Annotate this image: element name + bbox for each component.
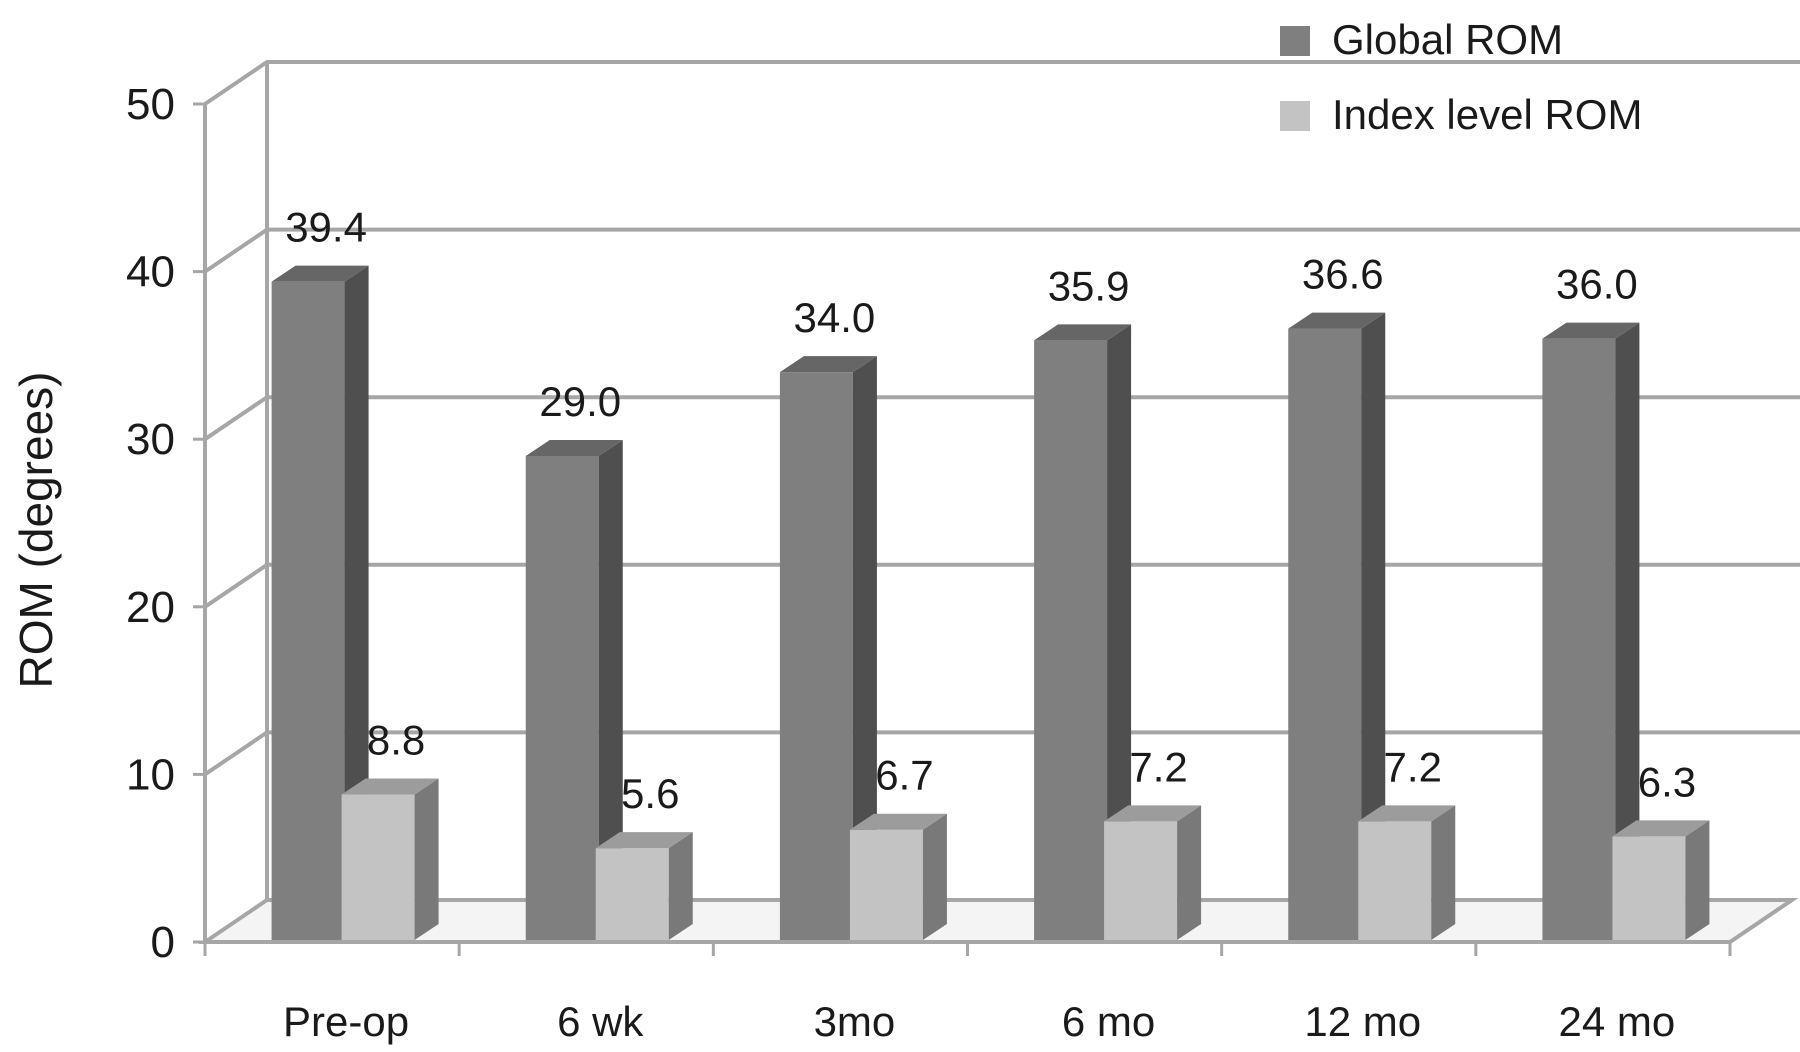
bar <box>1288 312 1386 941</box>
gridline <box>203 60 1800 106</box>
bar-front <box>525 455 599 940</box>
bar-side <box>1431 805 1456 940</box>
bar-side <box>1107 324 1132 940</box>
gridline <box>203 227 1800 274</box>
legend-swatch-index-level-rom <box>1280 101 1310 131</box>
x-tick-label: 6 mo <box>1062 998 1155 1045</box>
y-tick-label: 50 <box>126 80 175 129</box>
x-tick-label: 3mo <box>814 998 896 1045</box>
bar <box>271 265 369 940</box>
y-tick-labels: 0 10 20 30 40 50 <box>126 80 175 967</box>
bar <box>525 439 623 940</box>
bars <box>271 265 1710 941</box>
bar <box>341 778 439 940</box>
bar-top <box>595 832 693 849</box>
bar-top <box>525 439 623 456</box>
y-tick-label: 40 <box>126 248 175 297</box>
bar-top <box>1542 322 1640 339</box>
data-label: 36.6 <box>1302 251 1384 298</box>
bar-side <box>852 356 877 940</box>
bar-side <box>1361 312 1386 941</box>
bar-front <box>341 794 415 940</box>
data-label: 6.7 <box>875 752 933 799</box>
legend: Global ROM Index level ROM <box>1280 16 1642 138</box>
bar-side <box>1615 322 1640 940</box>
x-tick-label: 6 wk <box>557 998 644 1045</box>
data-labels: 39.4 29.0 34.0 35.9 36.6 36.0 8.8 5.6 6.7 7.2 7.2 6… <box>285 204 1696 817</box>
data-label: 5.6 <box>621 770 679 817</box>
bar-front <box>1542 338 1616 940</box>
bar-side <box>668 832 693 940</box>
data-label: 29.0 <box>539 378 621 425</box>
bar-top <box>849 813 947 830</box>
y-tick-label: 20 <box>126 583 175 632</box>
data-label: 34.0 <box>794 294 876 341</box>
bar-top <box>271 265 369 282</box>
axes <box>193 102 1732 956</box>
bar-front <box>779 372 853 940</box>
bar-front <box>595 848 669 940</box>
y-axis-label: ROM (degrees) <box>10 372 62 689</box>
bar <box>595 832 693 940</box>
bar-top <box>1104 805 1202 822</box>
x-tick-label: 12 mo <box>1304 998 1421 1045</box>
bar-side <box>1177 805 1202 940</box>
data-label: 6.3 <box>1638 758 1696 805</box>
bar <box>779 356 877 940</box>
data-label: 7.2 <box>1384 743 1442 790</box>
bar-top <box>1034 324 1132 341</box>
legend-swatch-global-rom <box>1280 26 1310 56</box>
bar-top <box>1358 805 1456 822</box>
data-label: 8.8 <box>367 717 425 764</box>
x-tick-labels: Pre-op 6 wk 3mo 6 mo 12 mo 24 mo <box>283 998 1675 1045</box>
bar-front <box>1104 821 1178 940</box>
y-tick-label: 30 <box>126 415 175 464</box>
data-label: 39.4 <box>285 204 367 251</box>
data-label: 36.0 <box>1556 261 1638 308</box>
bar <box>1104 805 1202 940</box>
bar-front <box>1612 836 1686 940</box>
bar-top <box>1612 820 1710 837</box>
y-tick-label: 0 <box>151 918 175 967</box>
bar-top <box>1288 312 1386 329</box>
bar <box>1612 820 1710 940</box>
bar-side <box>598 439 623 940</box>
bar <box>1034 324 1132 940</box>
bar-front <box>849 829 923 940</box>
bar-front <box>1358 821 1432 940</box>
bar-side <box>1685 820 1710 940</box>
bar-top <box>341 778 439 795</box>
x-tick-label: 24 mo <box>1559 998 1676 1045</box>
legend-label-index-level-rom: Index level ROM <box>1332 91 1642 138</box>
bar <box>1542 322 1640 940</box>
bar <box>849 813 947 940</box>
bar-side <box>414 778 439 940</box>
bar-front <box>1034 340 1108 940</box>
bar-side <box>344 265 369 940</box>
data-label: 7.2 <box>1129 743 1187 790</box>
bar-front <box>271 281 345 940</box>
bar-front <box>1288 328 1362 941</box>
x-tick-label: Pre-op <box>283 998 409 1045</box>
data-label: 35.9 <box>1048 262 1130 309</box>
bar-top <box>779 356 877 373</box>
legend-label-global-rom: Global ROM <box>1332 16 1563 63</box>
bar-side <box>922 813 947 940</box>
y-tick-label: 10 <box>126 750 175 799</box>
bar <box>1358 805 1456 940</box>
